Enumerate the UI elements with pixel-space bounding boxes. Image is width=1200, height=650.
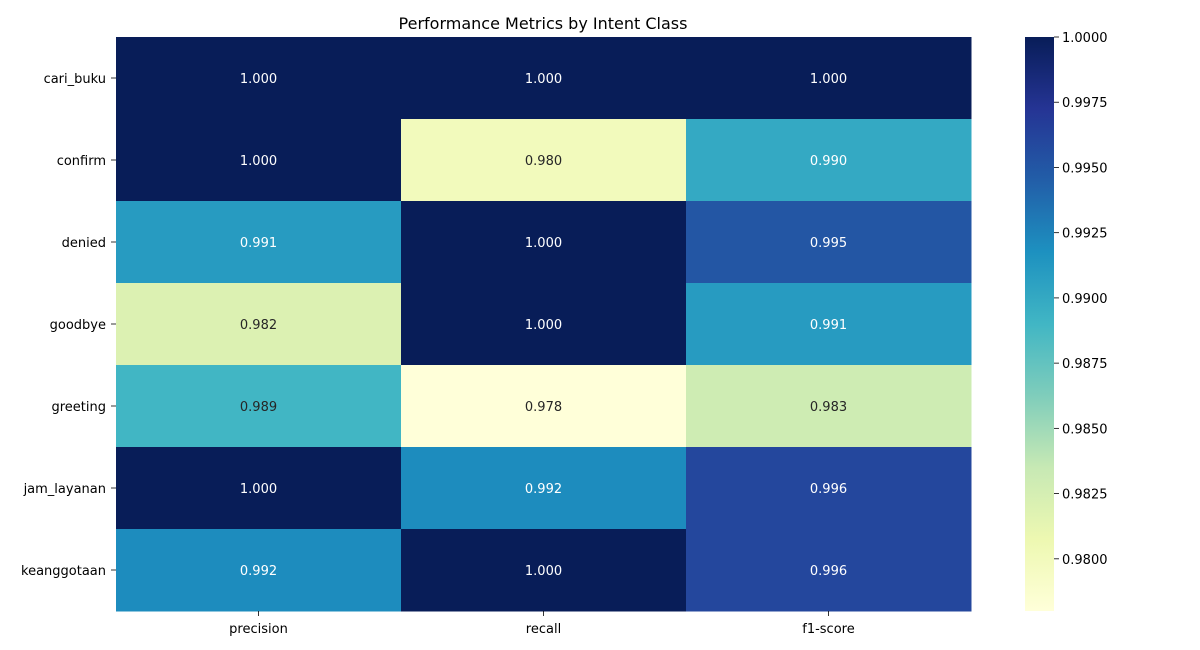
- cell-value-label: 1.000: [240, 482, 277, 497]
- colorbar-tick-label: 0.9850: [1062, 422, 1108, 437]
- colorbar-tick-label: 0.9825: [1062, 488, 1108, 503]
- row-tick-label: jam_layanan: [23, 482, 106, 497]
- heatmap-cell: [401, 365, 687, 448]
- heatmap-cells: 1.000 1.000 1.000 1.000 0.980 0.990 0.991 1.000…: [116, 37, 972, 612]
- heatmap-cell: [116, 447, 402, 530]
- cell-value-label: 0.980: [525, 154, 562, 169]
- cell-value-label: 0.992: [525, 482, 562, 497]
- heatmap-cell: [401, 201, 687, 284]
- heatmap-cell: [116, 529, 402, 612]
- row-tick-label: goodbye: [50, 318, 106, 333]
- colorbar-tick-label: 1.0000: [1062, 31, 1108, 46]
- heatmap-cell: [401, 529, 687, 612]
- heatmap-cell: [686, 119, 972, 202]
- chart-title: Performance Metrics by Intent Class: [399, 14, 688, 33]
- cell-value-label: 0.983: [810, 400, 847, 415]
- cell-value-label: 0.996: [810, 482, 847, 497]
- cell-value-label: 0.992: [240, 564, 277, 579]
- heatmap-cell: [116, 37, 402, 120]
- heatmap-cell: [401, 283, 687, 366]
- row-tick-label: keanggotaan: [21, 564, 106, 579]
- column-tick-labels: precision recall f1-score: [229, 611, 855, 637]
- cell-value-label: 1.000: [525, 72, 562, 87]
- heatmap-cell: [401, 119, 687, 202]
- heatmap-cell: [116, 201, 402, 284]
- colorbar-gradient: [1025, 37, 1054, 611]
- column-tick-label: precision: [229, 622, 288, 637]
- heatmap-cell: [686, 365, 972, 448]
- heatmap-cell: [116, 283, 402, 366]
- colorbar-tick-label: 0.9925: [1062, 227, 1108, 242]
- heatmap-cell: [686, 283, 972, 366]
- colorbar-tick-label: 0.9900: [1062, 292, 1108, 307]
- colorbar-tick-label: 0.9950: [1062, 161, 1108, 176]
- heatmap-cell: [401, 37, 687, 120]
- cell-value-label: 1.000: [810, 72, 847, 87]
- heatmap-cell: [401, 447, 687, 530]
- heatmap-cell: [686, 529, 972, 612]
- colorbar-tick-label: 0.9875: [1062, 357, 1108, 372]
- row-tick-label: denied: [62, 236, 106, 251]
- row-tick-label: greeting: [51, 400, 106, 415]
- cell-value-label: 0.978: [525, 400, 562, 415]
- cell-value-label: 1.000: [525, 318, 562, 333]
- column-tick-label: f1-score: [802, 622, 854, 637]
- cell-value-label: 0.990: [810, 154, 847, 169]
- cell-value-label: 0.989: [240, 400, 277, 415]
- colorbar-tick-label: 0.9800: [1062, 553, 1108, 568]
- heatmap-cell: [686, 37, 972, 120]
- row-tick-label: confirm: [57, 154, 106, 169]
- heatmap-cell: [686, 201, 972, 284]
- cell-value-label: 0.982: [240, 318, 277, 333]
- colorbar-tick-label: 0.9975: [1062, 96, 1108, 111]
- cell-value-label: 1.000: [525, 564, 562, 579]
- cell-value-label: 1.000: [240, 72, 277, 87]
- cell-value-label: 1.000: [525, 236, 562, 251]
- cell-value-label: 0.991: [240, 236, 277, 251]
- heatmap-cell: [116, 365, 402, 448]
- cell-value-label: 0.996: [810, 564, 847, 579]
- heatmap-cell: [686, 447, 972, 530]
- colorbar: 0.9800 0.9825 0.9850 0.9875 0.9900 0.9925 0.99…: [1025, 31, 1108, 611]
- cell-value-label: 0.991: [810, 318, 847, 333]
- row-tick-label: cari_buku: [44, 72, 106, 87]
- column-tick-label: recall: [526, 622, 561, 637]
- cell-value-label: 0.995: [810, 236, 847, 251]
- heatmap-cell: [116, 119, 402, 202]
- cell-value-label: 1.000: [240, 154, 277, 169]
